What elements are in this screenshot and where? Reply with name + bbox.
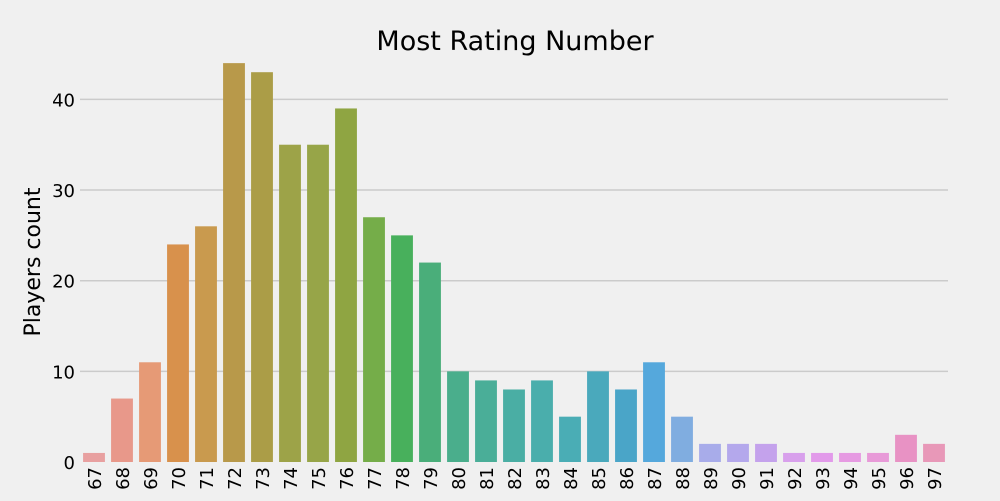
bar-90 xyxy=(727,443,749,462)
bar-82 xyxy=(503,389,525,462)
x-tick-label: 95 xyxy=(869,467,890,490)
x-tick-label: 73 xyxy=(253,467,274,490)
bar-71 xyxy=(195,226,217,462)
x-tick-label: 85 xyxy=(589,467,610,490)
x-tick-label: 96 xyxy=(897,467,918,490)
bar-97 xyxy=(923,443,945,462)
x-tick-label: 86 xyxy=(617,467,638,490)
bar-88 xyxy=(671,416,693,462)
bar-67 xyxy=(83,452,105,462)
x-tick-label: 97 xyxy=(925,467,946,490)
x-tick-label: 75 xyxy=(309,467,330,490)
x-tick-label: 71 xyxy=(197,467,218,490)
x-axis-ticks: 67 68 69 70 71 72 73 74 75 76 77 78 79 80 81 82 83 84 85 86… xyxy=(85,467,946,490)
x-tick-label: 67 xyxy=(85,467,106,490)
x-tick-label: 90 xyxy=(729,467,750,490)
x-tick-label: 92 xyxy=(785,467,806,490)
bar-87 xyxy=(643,362,665,462)
bar-84 xyxy=(559,416,581,462)
bar-83 xyxy=(531,380,553,462)
bar-78 xyxy=(391,235,413,462)
bar-79 xyxy=(419,262,441,462)
bar-91 xyxy=(755,443,777,462)
bar-80 xyxy=(447,371,469,462)
bar-73 xyxy=(251,72,273,463)
x-tick-label: 88 xyxy=(673,467,694,490)
bars xyxy=(83,63,945,463)
bar-77 xyxy=(363,217,385,462)
bar-95 xyxy=(867,452,889,462)
x-tick-label: 91 xyxy=(757,467,778,490)
bar-94 xyxy=(839,452,861,462)
x-tick-label: 81 xyxy=(477,467,498,490)
x-tick-label: 76 xyxy=(337,467,358,490)
bar-85 xyxy=(587,371,609,462)
x-tick-label: 89 xyxy=(701,467,722,490)
x-tick-label: 78 xyxy=(393,467,414,490)
x-tick-label: 82 xyxy=(505,467,526,490)
x-tick-label: 72 xyxy=(225,467,246,490)
x-tick-label: 94 xyxy=(841,467,862,490)
bar-93 xyxy=(811,452,833,462)
chart-title: Most Rating Number xyxy=(376,26,654,57)
x-tick-label: 68 xyxy=(113,467,134,490)
y-tick-label: 20 xyxy=(52,272,75,293)
x-tick-label: 83 xyxy=(533,467,554,490)
y-axis-ticks: 0 10 20 30 40 xyxy=(52,90,75,474)
bar-70 xyxy=(167,244,189,462)
x-tick-label: 84 xyxy=(561,467,582,490)
y-tick-label: 40 xyxy=(52,90,75,111)
x-tick-label: 93 xyxy=(813,467,834,490)
bar-72 xyxy=(223,63,245,463)
x-tick-label: 79 xyxy=(421,467,442,490)
y-tick-label: 10 xyxy=(52,362,75,383)
x-tick-label: 70 xyxy=(169,467,190,490)
bar-76 xyxy=(335,108,357,463)
bar-96 xyxy=(895,434,917,462)
x-tick-label: 74 xyxy=(281,467,302,490)
bar-92 xyxy=(783,452,805,462)
y-axis-label: Players count xyxy=(21,187,46,336)
y-tick-label: 30 xyxy=(52,181,75,202)
bar-81 xyxy=(475,380,497,462)
bar-86 xyxy=(615,389,637,462)
x-tick-label: 87 xyxy=(645,467,666,490)
x-tick-label: 80 xyxy=(449,467,470,490)
x-tick-label: 77 xyxy=(365,467,386,490)
bar-75 xyxy=(307,144,329,462)
bar-69 xyxy=(139,362,161,462)
bar-89 xyxy=(699,443,721,462)
y-tick-label: 0 xyxy=(64,453,75,474)
bar-68 xyxy=(111,398,133,462)
bar-74 xyxy=(279,144,301,462)
x-tick-label: 69 xyxy=(141,467,162,490)
